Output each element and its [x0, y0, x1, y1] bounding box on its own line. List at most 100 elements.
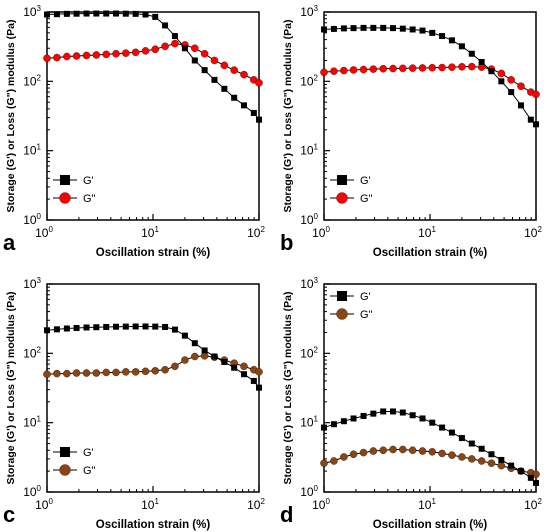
data-point: [399, 25, 406, 32]
data-point: [181, 45, 188, 52]
data-point: [330, 457, 338, 465]
data-point: [113, 323, 120, 330]
y-tick-label: 103: [300, 4, 318, 19]
data-point: [241, 371, 248, 378]
data-point: [161, 42, 169, 51]
data-point: [350, 415, 357, 422]
y-tick-label: 103: [23, 4, 41, 19]
data-point: [256, 116, 262, 123]
data-point: [349, 66, 358, 74]
data-point: [53, 369, 61, 378]
data-point: [409, 412, 416, 419]
data-point: [468, 455, 476, 463]
data-point: [488, 68, 495, 75]
data-point: [389, 445, 397, 454]
data-point: [63, 52, 71, 61]
data-point: [92, 369, 101, 377]
data-point: [53, 53, 61, 62]
data-point: [468, 62, 476, 71]
data-point: [82, 369, 91, 377]
data-point: [231, 364, 238, 371]
legend-label: G": [83, 465, 96, 477]
data-point: [103, 323, 110, 330]
x-tick-label: 102: [524, 225, 542, 240]
data-point: [508, 89, 515, 96]
data-point: [122, 368, 130, 376]
data-point: [321, 424, 327, 431]
data-point: [533, 121, 539, 128]
data-point: [390, 25, 397, 32]
data-point: [44, 11, 50, 18]
data-point: [409, 26, 416, 33]
plot-frame: [46, 11, 260, 221]
y-tick-label: 100: [300, 484, 318, 499]
data-point: [488, 451, 495, 458]
y-axis-label: Storage (G') or Loss (G") modulus (Pa): [282, 292, 294, 485]
y-tick-label: 102: [23, 73, 41, 88]
x-tick-label: 101: [141, 497, 159, 512]
data-point: [518, 102, 525, 109]
legend-label: G': [83, 175, 94, 187]
chart-panel-b: 100 101 102 100 101 102 103 Oscillation strain …: [280, 4, 542, 259]
data-point: [103, 10, 110, 17]
data-point: [256, 384, 262, 391]
y-tick-label: 103: [23, 276, 41, 291]
data-point: [508, 462, 515, 469]
data-point: [131, 368, 140, 376]
data-point: [181, 356, 189, 364]
data-point: [93, 10, 100, 17]
data-point: [360, 24, 367, 31]
data-point: [221, 358, 228, 365]
data-point: [171, 39, 179, 48]
series-storage-modulus: [44, 10, 262, 123]
data-point: [141, 47, 150, 55]
data-point: [380, 408, 387, 415]
y-axis-label: Storage (G') or Loss (G") modulus (Pa): [5, 20, 17, 213]
data-point: [142, 11, 149, 18]
data-point: [191, 44, 199, 53]
data-point: [142, 323, 149, 330]
data-point: [507, 76, 515, 84]
series-loss-modulus: [320, 62, 540, 99]
data-point: [532, 90, 540, 99]
data-point: [448, 451, 456, 459]
legend-label: G': [360, 291, 371, 303]
data-point: [359, 65, 368, 74]
data-point: [517, 82, 525, 90]
data-point: [171, 33, 178, 40]
y-tick-label: 102: [300, 345, 318, 360]
data-point: [408, 64, 417, 72]
data-point: [82, 51, 91, 60]
series-loss-modulus: [320, 445, 540, 479]
data-point: [448, 429, 455, 436]
data-point: [390, 408, 397, 415]
data-point: [399, 64, 407, 73]
legend-label: G': [83, 447, 94, 459]
data-point: [211, 353, 218, 360]
data-point: [428, 448, 436, 456]
data-point: [389, 64, 397, 73]
x-tick-label: 101: [418, 225, 436, 240]
x-tick-label: 100: [35, 225, 53, 240]
data-point: [241, 102, 248, 109]
series-line: [46, 325, 260, 388]
data-point: [255, 368, 263, 376]
series-storage-modulus: [321, 24, 539, 128]
legend-label: G": [83, 193, 96, 205]
legend-marker: [337, 291, 347, 301]
data-point: [498, 456, 505, 463]
panel-label: c: [3, 502, 15, 527]
data-point: [419, 27, 426, 34]
legend-label: G": [360, 193, 373, 205]
x-tick-label: 101: [141, 225, 159, 240]
data-point: [132, 323, 139, 330]
data-point: [418, 447, 427, 455]
legend: G' G": [330, 175, 373, 205]
x-tick-label: 102: [247, 497, 265, 512]
data-point: [340, 418, 347, 425]
legend-marker: [59, 464, 71, 476]
chart-panel-a: 100 101 102 100 101 102 103 Oscillation strain …: [3, 4, 265, 259]
data-point: [72, 52, 81, 60]
data-point: [151, 367, 159, 375]
